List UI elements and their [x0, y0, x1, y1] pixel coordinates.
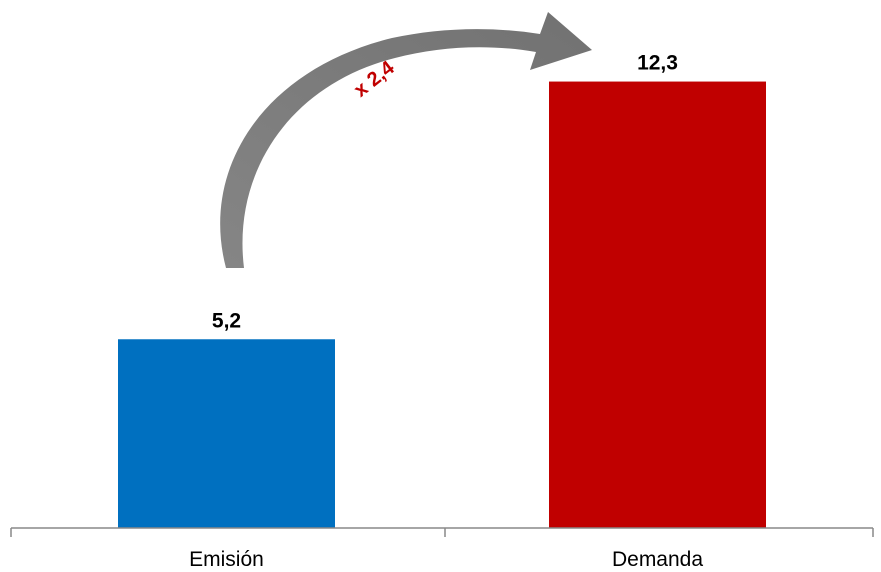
category-label: Emisión — [189, 548, 264, 571]
bar-value-label: 12,3 — [637, 52, 678, 75]
bar-value-label: 5,2 — [212, 309, 241, 332]
growth-arrow — [220, 12, 592, 268]
category-label: Demanda — [612, 548, 703, 571]
bar-1 — [118, 339, 335, 528]
bar-2 — [549, 81, 766, 529]
